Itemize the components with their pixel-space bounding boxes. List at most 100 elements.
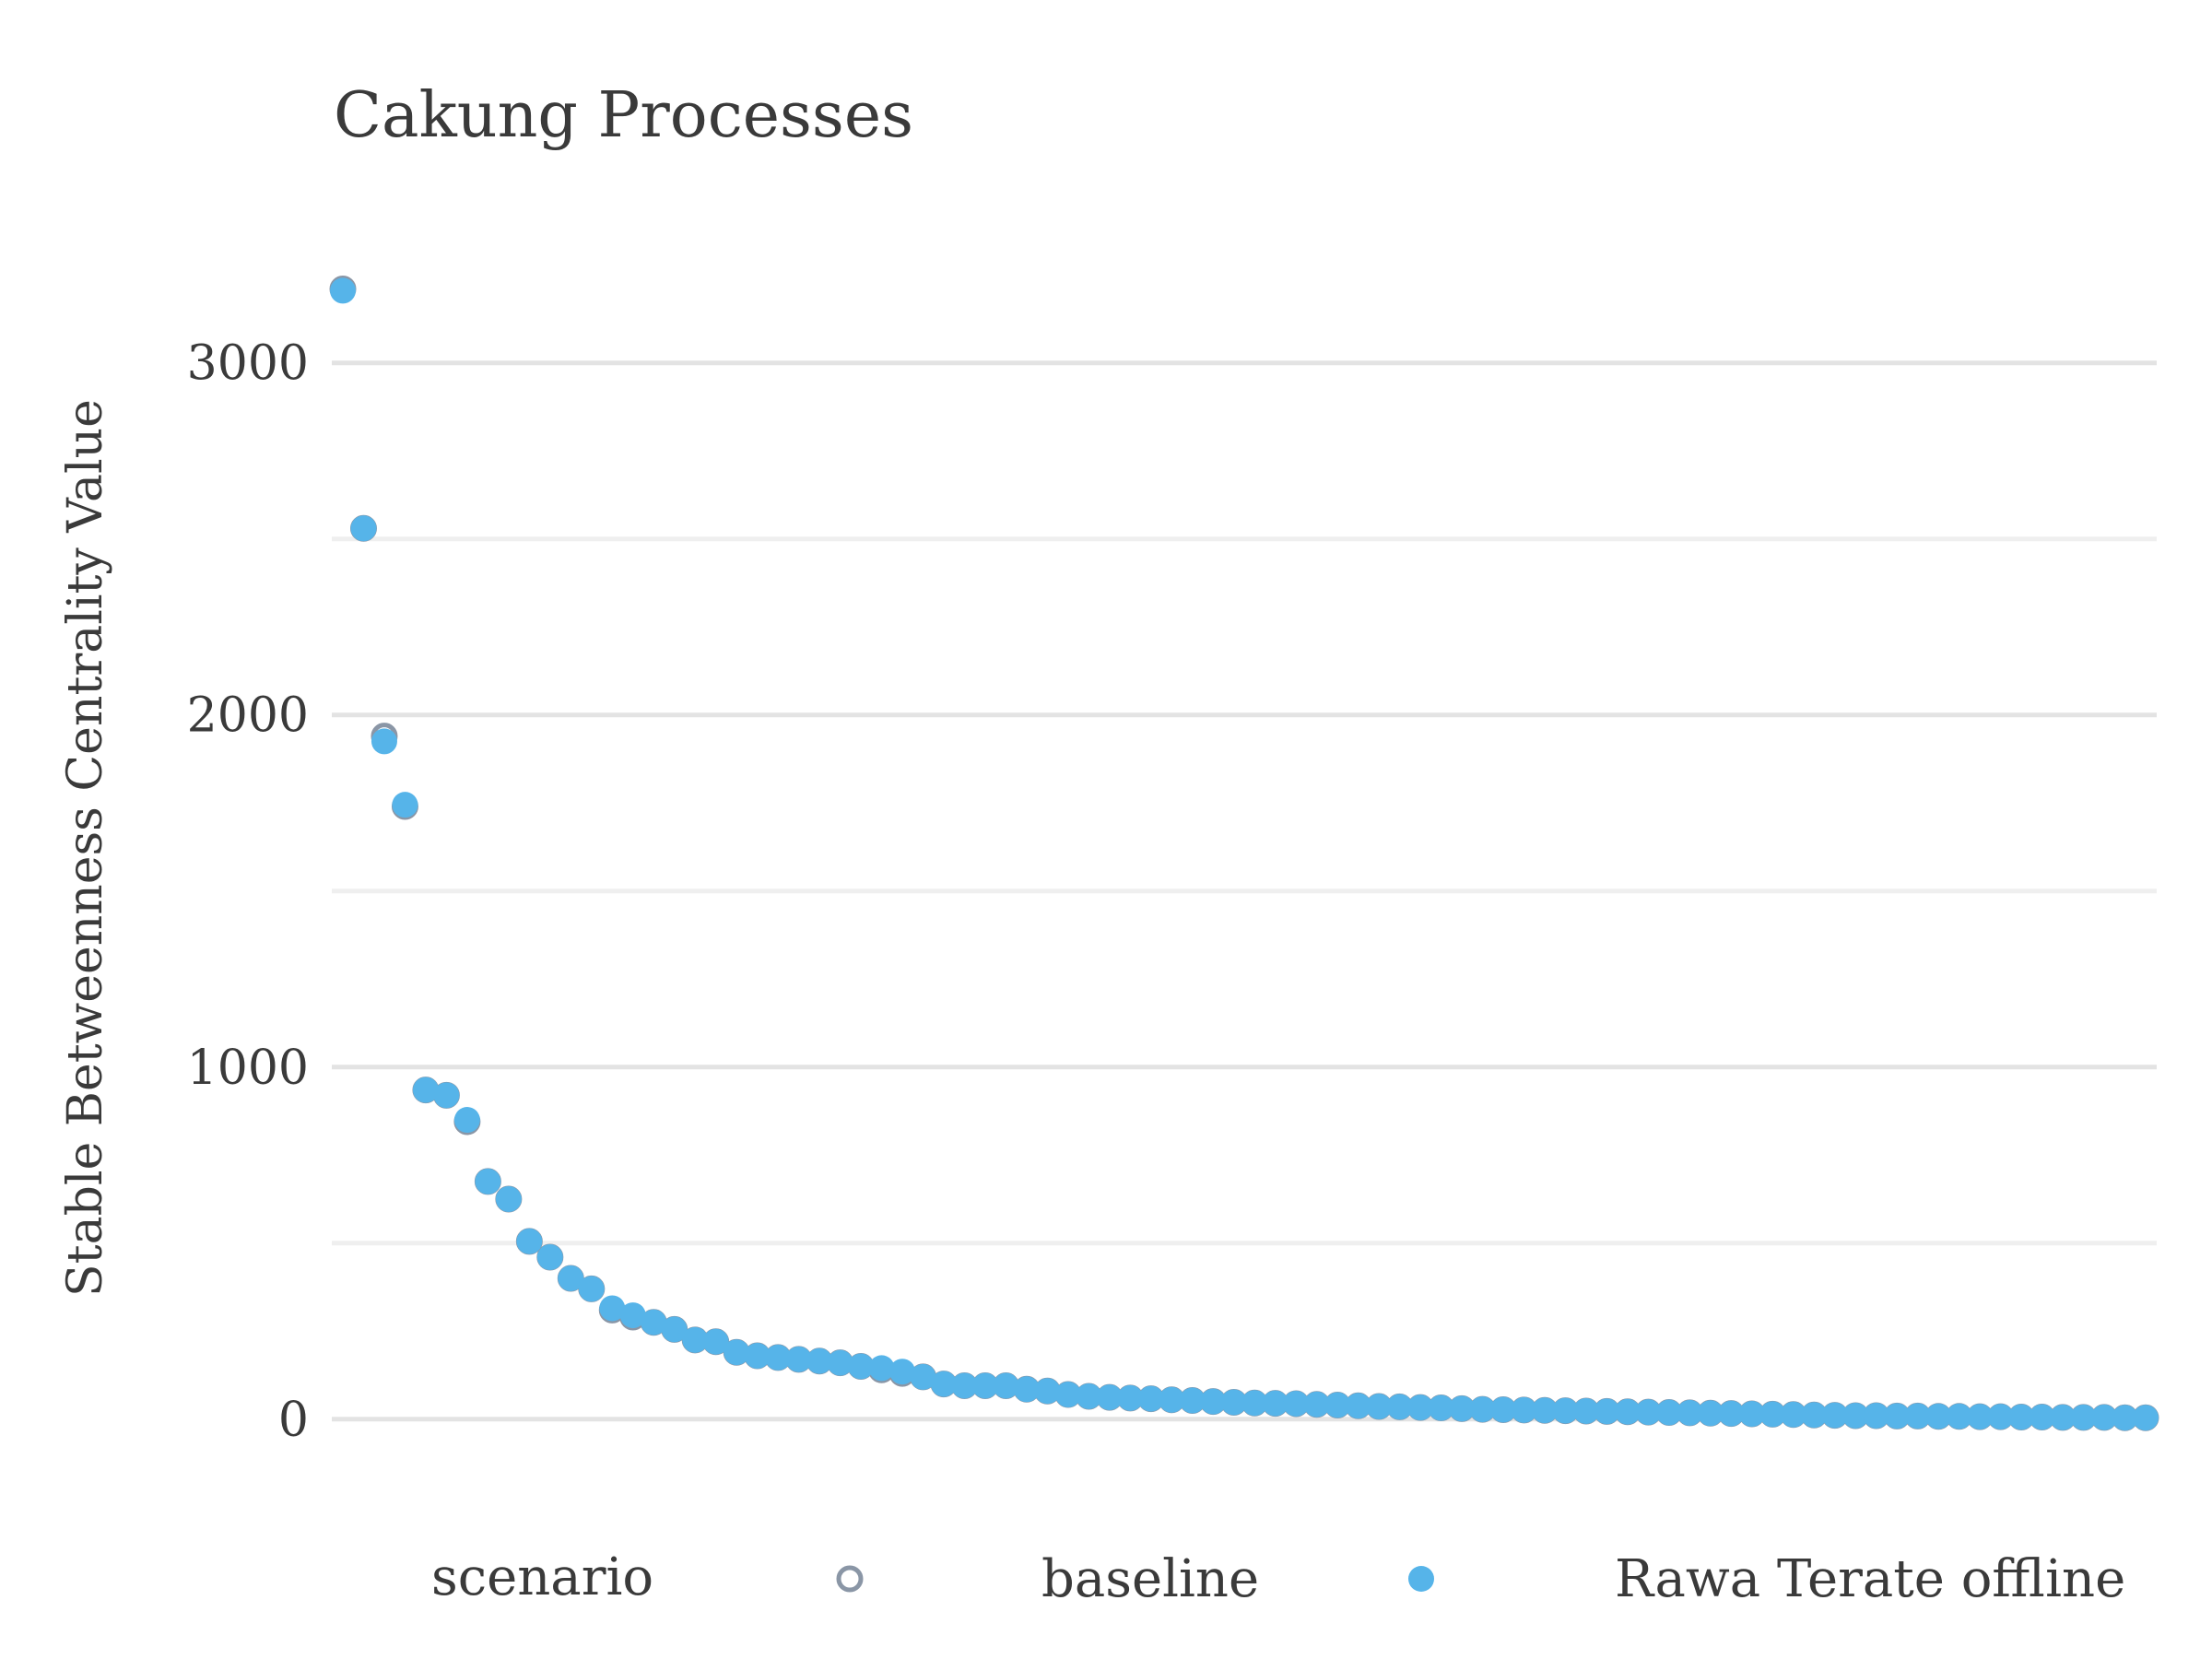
legend-entries: baseline Rawa Terate offline [836, 1549, 2125, 1609]
data-point [1137, 1385, 1164, 1412]
legend-marker [836, 1565, 864, 1593]
data-point [1469, 1396, 1496, 1423]
data-point [1552, 1397, 1579, 1424]
data-point [785, 1346, 812, 1372]
data-point [1967, 1404, 1994, 1430]
data-point [1635, 1399, 1662, 1426]
data-point [868, 1355, 895, 1382]
series-rawa-terate-offline [330, 277, 2159, 1431]
data-point [330, 277, 356, 304]
data-point [2112, 1405, 2138, 1431]
data-point [931, 1371, 957, 1397]
data-point [1780, 1401, 1806, 1428]
data-point [806, 1347, 833, 1374]
y-axis-ticks: 0 1000 2000 3000 [187, 336, 309, 1448]
data-point [392, 792, 418, 818]
data-point [702, 1328, 729, 1355]
data-point [1303, 1391, 1330, 1418]
data-point [2050, 1404, 2077, 1430]
data-point [1324, 1392, 1351, 1418]
data-point [2133, 1405, 2159, 1431]
data-point [1220, 1389, 1247, 1416]
data-point [971, 1372, 998, 1399]
legend-entry: Rawa Terate offline [1408, 1549, 2125, 1609]
series-baseline [329, 275, 2159, 1431]
data-point [536, 1244, 563, 1271]
data-point [1490, 1396, 1517, 1423]
data-point [578, 1276, 605, 1302]
data-point [453, 1107, 480, 1134]
data-point [1428, 1394, 1454, 1421]
data-point [1159, 1386, 1185, 1413]
data-point [1821, 1402, 1848, 1429]
data-point [1863, 1402, 1889, 1429]
data-point [724, 1339, 750, 1366]
data-point [1614, 1398, 1641, 1425]
data-point [1117, 1384, 1144, 1411]
data-point [1179, 1387, 1206, 1414]
data-point [641, 1309, 667, 1335]
data-point [475, 1168, 501, 1194]
data-point [1407, 1394, 1434, 1421]
data-point [1925, 1403, 1952, 1430]
data-point [1449, 1395, 1476, 1422]
data-point [1884, 1403, 1911, 1430]
data-point [1200, 1388, 1227, 1415]
data-point [1532, 1397, 1558, 1424]
data-point [1511, 1396, 1537, 1423]
gridlines [332, 360, 2157, 1422]
data-point [1697, 1400, 1724, 1427]
data-point [1572, 1397, 1599, 1424]
data-point [827, 1349, 853, 1376]
data-point [1076, 1382, 1102, 1409]
data-point [1594, 1398, 1620, 1425]
data-point [848, 1353, 875, 1380]
legend-entry: baseline [836, 1549, 1259, 1609]
data-point [1096, 1384, 1123, 1411]
data-point [1386, 1394, 1413, 1420]
data-point [1241, 1390, 1268, 1417]
y-tick-label: 1000 [187, 1041, 309, 1096]
data-point [433, 1082, 460, 1109]
y-axis-label: Stable Betweenness Centrality Value [58, 399, 113, 1297]
legend-label: Rawa Terate offline [1615, 1549, 2125, 1609]
data-point [2070, 1404, 2097, 1430]
data-point [744, 1343, 771, 1370]
data-point [2091, 1404, 2118, 1430]
plot-area [329, 275, 2159, 1431]
data-point [661, 1316, 688, 1343]
data-point [1842, 1402, 1869, 1429]
legend-label: baseline [1041, 1549, 1259, 1609]
data-point [1054, 1382, 1081, 1408]
y-tick-label: 2000 [187, 688, 309, 744]
data-point [558, 1265, 584, 1291]
data-point [495, 1186, 522, 1213]
y-tick-label: 0 [278, 1393, 309, 1448]
data-point [1013, 1376, 1040, 1403]
data-point [1904, 1403, 1931, 1430]
data-point [682, 1326, 709, 1353]
chart-title: Cakung Processes [334, 79, 913, 152]
data-point [1677, 1399, 1703, 1426]
data-point [1655, 1399, 1682, 1426]
data-point [889, 1359, 916, 1385]
legend: scenario baseline Rawa Terate offline [431, 1547, 2125, 1609]
data-point [1801, 1402, 1828, 1429]
data-point [2008, 1404, 2035, 1430]
data-point [1345, 1393, 1371, 1419]
data-point [371, 728, 397, 755]
legend-marker [1408, 1566, 1434, 1592]
data-point [1738, 1401, 1765, 1428]
data-point [412, 1077, 439, 1103]
data-point [910, 1363, 936, 1390]
data-point [1366, 1394, 1393, 1420]
data-point [993, 1372, 1019, 1399]
data-point [1987, 1404, 2014, 1430]
data-point [1034, 1378, 1061, 1405]
data-point [1718, 1400, 1745, 1427]
data-point [765, 1344, 792, 1371]
data-point [2029, 1404, 2055, 1430]
data-point [951, 1372, 978, 1399]
legend-title: scenario [431, 1547, 653, 1607]
